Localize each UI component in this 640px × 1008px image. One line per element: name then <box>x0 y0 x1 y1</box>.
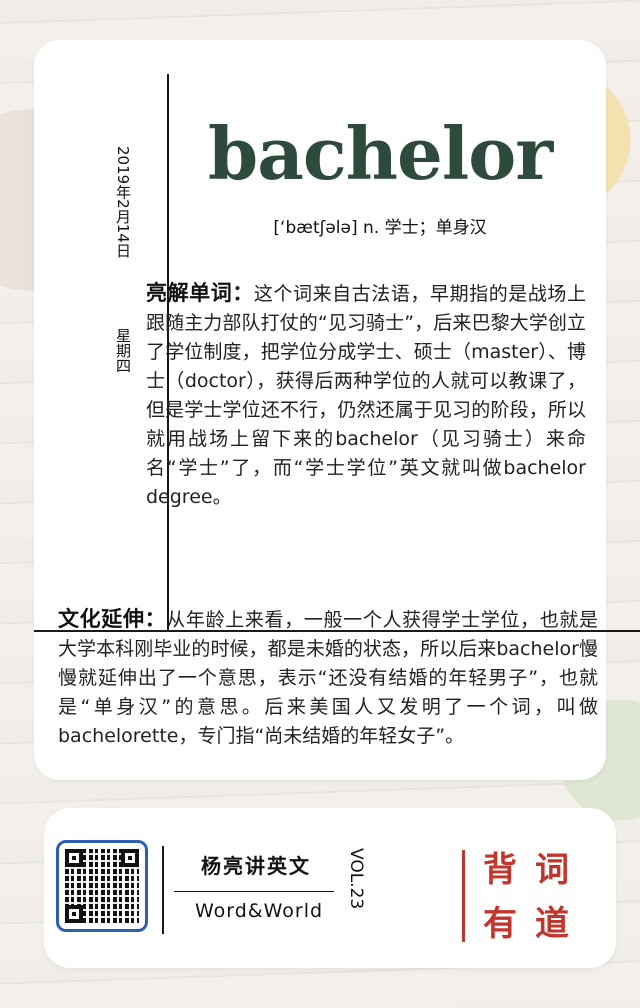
slogan-char: 有 <box>483 904 517 944</box>
explain-paragraph: 亮解单词：这个词来自古法语，早期指的是战场上跟随主力部队打仗的“见习骑士”，后来… <box>146 278 586 512</box>
brand-name-en: Word&World <box>194 900 324 922</box>
qr-finder-icon <box>121 849 139 867</box>
slogan-char: 词 <box>535 850 569 890</box>
volume-label: VOL.23 <box>346 848 366 910</box>
brand-name-cn: 杨亮讲英文 <box>201 854 311 878</box>
explain-text: 这个词来自古法语，早期指的是战场上跟随主力部队打仗的“见习骑士”，后来巴黎大学创… <box>146 283 586 508</box>
qr-finder-icon <box>65 849 83 867</box>
explain-heading: 亮解单词： <box>146 280 254 305</box>
slogan-char: 背 <box>483 850 517 890</box>
slogan-char: 道 <box>535 904 569 944</box>
horizontal-divider <box>34 630 640 632</box>
word-title: bachelor <box>207 111 553 196</box>
pronunciation: [‘bætʃələ] n. 学士；单身汉 <box>273 218 487 238</box>
qr-pattern <box>65 849 139 923</box>
footer-divider <box>162 846 164 934</box>
brand-rule <box>174 891 334 892</box>
main-card <box>34 40 640 780</box>
date: 2019年2月14日 <box>114 146 132 258</box>
culture-text: 从年龄上来看，一般一个人获得学士学位，也就是大学本科刚毕业的时候，都是未婚的状态… <box>58 609 599 747</box>
culture-heading: 文化延伸： <box>58 606 167 631</box>
weekday: 星期四 <box>114 328 132 373</box>
qr-finder-icon <box>65 905 83 923</box>
slogan-bar <box>462 850 465 942</box>
culture-paragraph: 文化延伸：从年龄上来看，一般一个人获得学士学位，也就是大学本科刚毕业的时候，都是… <box>58 604 598 751</box>
vertical-divider <box>167 74 169 632</box>
qr-code-icon[interactable] <box>56 840 148 932</box>
